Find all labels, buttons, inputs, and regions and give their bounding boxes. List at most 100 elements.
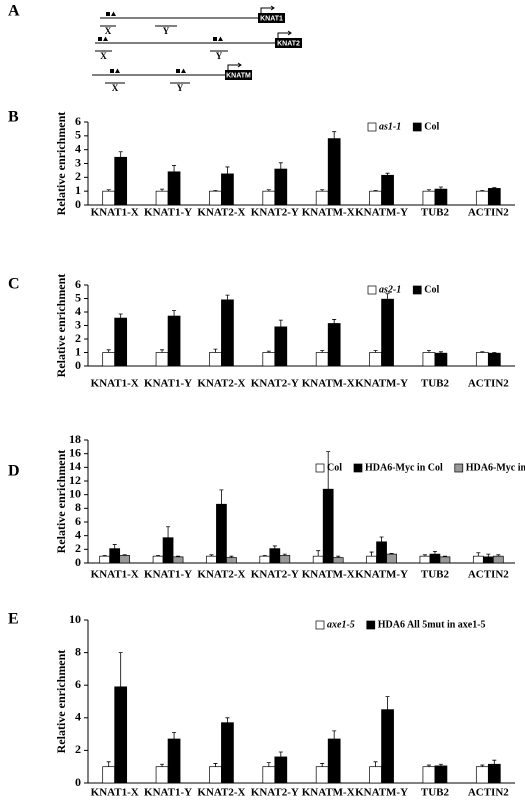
bar [482,556,494,564]
bar [172,556,184,564]
y-tick-label: 10 [69,486,81,500]
panel-label: E [8,611,19,628]
bar [167,315,181,367]
bar [322,488,334,564]
error-bar [160,763,165,767]
bar [439,556,451,564]
bar [274,756,288,784]
legend-swatch [412,122,422,132]
bar [274,168,288,206]
error-bar [160,349,165,353]
y-tick-label: 18 [69,432,81,446]
bar [475,352,489,367]
bar [114,156,128,206]
error-bar [369,551,374,557]
primer-label: Y [216,51,223,61]
x-tick-label: ACTIN2 [468,378,509,390]
bar [381,174,394,206]
error-bar [486,553,491,557]
error-bar [118,313,123,319]
legend-swatch [367,285,377,295]
bar [155,190,169,206]
error-bar [492,352,497,354]
error-bar [213,190,218,192]
y-tick-label: 0 [75,197,81,211]
y-tick-label: 0 [75,358,81,372]
error-bar [480,351,485,353]
bar [487,352,501,367]
y-tick-label: 14 [69,459,81,473]
primer-label: Y [177,83,184,93]
error-bar [480,764,485,767]
x-tick-label: TUB2 [421,207,450,219]
error-bar [102,555,107,557]
error-bar [438,186,443,190]
bar [274,326,288,367]
marker-triangle [103,36,108,41]
x-tick-label: KNAT1-Y [144,787,192,799]
bar [269,548,281,564]
bar [369,190,382,206]
error-bar [320,763,325,767]
x-tick-label: KNAT1-X [91,207,139,219]
marker-square [110,69,114,73]
primer-label: Y [163,26,170,36]
bar [167,171,181,206]
bar [315,190,329,206]
y-tick-label: 8 [75,500,81,514]
bar [386,553,397,564]
bar [209,352,222,367]
legend-swatch [412,285,422,295]
bar [422,766,436,784]
bar [226,557,237,564]
y-tick-label: 2 [75,742,81,756]
x-tick-label: KNATM-Y [355,569,408,581]
bar [369,766,382,784]
bar [102,190,116,206]
marker-square [106,12,110,16]
error-bar [272,545,277,549]
y-axis-label: Relative enrichment [54,650,68,754]
panel-label: B [8,109,19,126]
legend-label: HDA6 All 5mut in axe1-5 [378,619,486,630]
bar [279,555,291,564]
bar [332,557,344,564]
bar [262,190,276,206]
bar [315,352,329,367]
error-bar [336,555,341,558]
bar [155,766,169,784]
error-bar [176,555,181,557]
x-tick-label: KNAT1-Y [144,207,192,219]
x-tick-label: KNATM-X [302,569,355,581]
bar [119,555,131,564]
error-bar [480,190,485,192]
panel-label: A [8,3,20,20]
error-bar [320,350,325,353]
x-tick-label: KNAT1-Y [144,569,192,581]
bar [262,352,276,367]
error-bar [332,131,337,139]
error-bar [385,293,390,300]
legend-swatch [366,620,376,630]
gene-name: KNATM [226,72,251,79]
gene-name: KNAT1 [260,15,283,22]
y-axis-label: Relative enrichment [54,274,68,378]
y-tick-label: 8 [75,644,81,658]
error-bar [442,555,447,557]
bar [475,766,489,784]
error-bar [278,751,283,757]
x-tick-label: KNATM-Y [355,787,408,799]
error-bar [160,188,165,192]
y-axis-label: Relative enrichment [54,450,68,554]
error-bar [389,553,394,555]
x-tick-label: KNAT2-Y [251,378,299,390]
y-tick-label: 0 [75,775,81,789]
error-bar [373,350,378,353]
error-bar [373,190,378,192]
y-tick-label: 1 [75,183,81,197]
legend-swatch [454,463,464,473]
bar [114,317,128,367]
x-tick-label: KNAT2-X [197,569,245,581]
error-bar [118,652,123,687]
x-tick-label: KNAT2-X [197,378,245,390]
